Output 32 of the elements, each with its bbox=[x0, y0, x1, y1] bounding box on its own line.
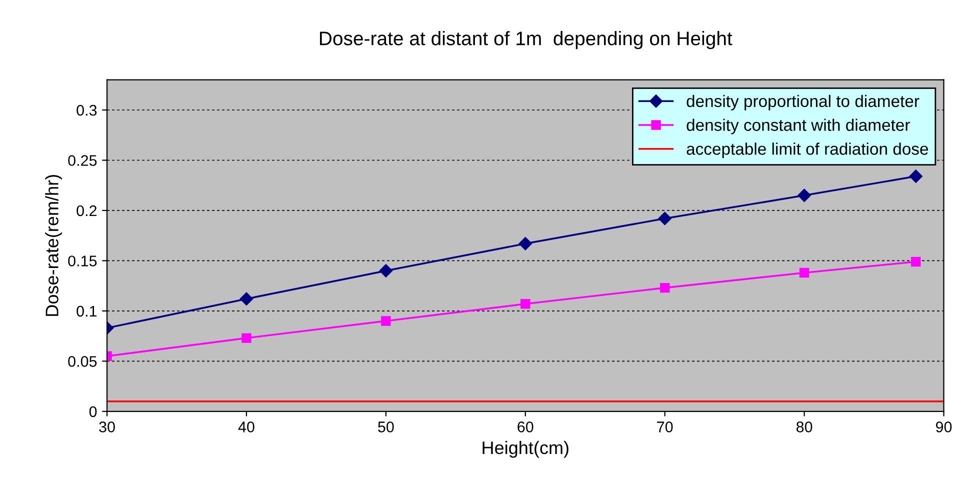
x-tick-label: 80 bbox=[796, 422, 812, 432]
point bbox=[240, 292, 254, 306]
point bbox=[799, 268, 810, 278]
point bbox=[379, 264, 393, 278]
point bbox=[909, 170, 922, 183]
x-tick-label: 90 bbox=[936, 422, 952, 432]
point bbox=[242, 333, 252, 343]
x-tick-label: 70 bbox=[657, 422, 673, 432]
y-tick-label: 0.25 bbox=[68, 155, 97, 166]
point bbox=[518, 237, 532, 250]
point bbox=[658, 212, 672, 226]
y-tick-label: 0.3 bbox=[76, 104, 97, 116]
x-tick-label: 30 bbox=[99, 422, 115, 432]
y-tick-label: 0.2 bbox=[76, 205, 97, 216]
point bbox=[520, 299, 530, 309]
point bbox=[911, 256, 921, 267]
y-tick-label: 0.15 bbox=[68, 256, 97, 266]
y-tick-label: 0.1 bbox=[76, 306, 97, 317]
chart-title: Dose-rate at distant of 1m depending on Height bbox=[320, 31, 732, 50]
x-axis-title: Height(cm) bbox=[482, 440, 568, 458]
legend-label: density proportional to diameter bbox=[686, 94, 920, 110]
x-tick-label: 50 bbox=[378, 422, 394, 432]
legend-label: density constant with diameter bbox=[686, 118, 910, 134]
point bbox=[381, 316, 391, 326]
y-axis-title: Dose-rate(rem/hr) bbox=[45, 175, 62, 316]
legend-label: acceptable limit of radiation dose bbox=[686, 142, 928, 158]
point bbox=[798, 188, 811, 202]
point bbox=[660, 282, 670, 293]
y-tick-label: 0 bbox=[89, 406, 97, 418]
y-tick-label: 0.05 bbox=[68, 356, 97, 367]
x-tick-label: 60 bbox=[518, 422, 534, 432]
x-tick-label: 40 bbox=[238, 422, 254, 432]
